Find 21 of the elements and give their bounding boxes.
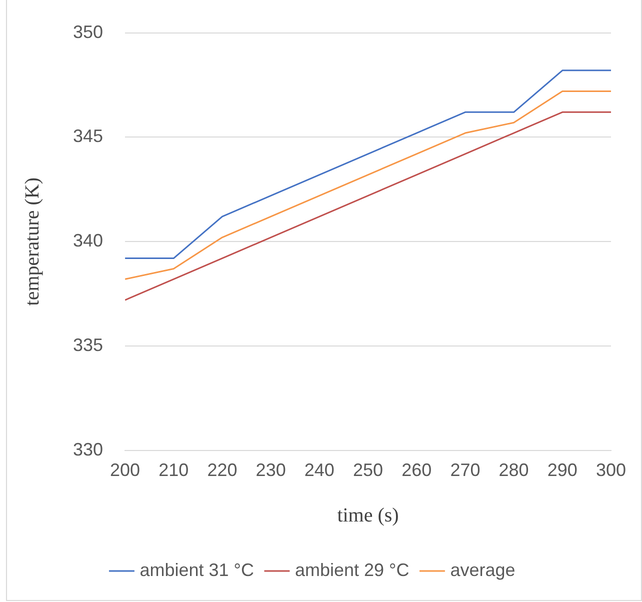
y-tick-label: 345	[72, 126, 104, 146]
x-tick-label: 220	[207, 460, 238, 480]
y-tick-label: 330	[72, 439, 104, 460]
y-axis-title: temperature (K)	[21, 177, 44, 306]
legend-label: ambient 29 °C	[294, 560, 410, 580]
y-tick-label: 350	[72, 22, 104, 42]
y-tick-label: 335	[72, 334, 104, 355]
x-axis-title: time (s)	[337, 504, 399, 526]
legend-label: average	[450, 560, 516, 580]
x-tick-label: 280	[498, 460, 529, 480]
x-tick-label: 260	[402, 460, 432, 480]
y-tick-label: 340	[72, 230, 104, 251]
x-tick-label: 290	[547, 460, 578, 480]
x-tick-label: 240	[304, 460, 334, 480]
legend-label: ambient 31 °C	[140, 560, 254, 580]
x-tick-label: 230	[256, 460, 286, 480]
x-tick-label: 300	[596, 460, 626, 480]
x-tick-label: 250	[352, 460, 384, 480]
x-tick-label: 210	[158, 460, 189, 480]
x-tick-label: 200	[110, 460, 140, 480]
x-tick-label: 270	[450, 460, 480, 480]
